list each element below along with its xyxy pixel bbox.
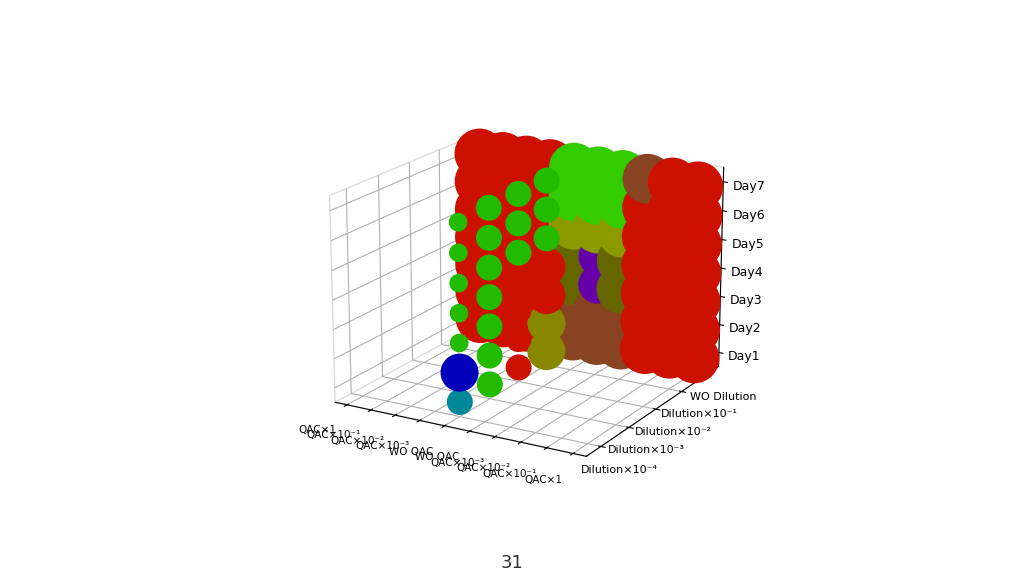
Text: 31: 31 (501, 554, 523, 572)
